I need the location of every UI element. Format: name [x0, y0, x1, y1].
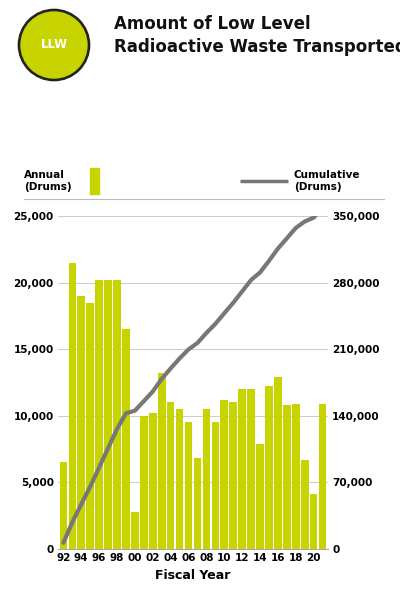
Bar: [86, 302, 94, 549]
Bar: [167, 403, 174, 549]
Bar: [131, 512, 139, 549]
Bar: [292, 404, 300, 549]
Text: Annual
(Drums): Annual (Drums): [24, 170, 72, 192]
Bar: [185, 422, 192, 549]
Bar: [256, 444, 264, 549]
Bar: [158, 373, 166, 549]
Text: Cumulative
(Drums): Cumulative (Drums): [294, 170, 360, 192]
Bar: [230, 403, 237, 549]
Bar: [68, 263, 76, 549]
Bar: [283, 405, 291, 549]
Bar: [95, 280, 103, 549]
Bar: [238, 389, 246, 549]
Bar: [274, 377, 282, 549]
Bar: [176, 409, 183, 549]
Bar: [140, 416, 148, 549]
Bar: [203, 409, 210, 549]
Bar: [265, 386, 273, 549]
Bar: [247, 389, 255, 549]
Bar: [301, 460, 308, 549]
Text: LLW: LLW: [40, 38, 68, 52]
Bar: [212, 422, 219, 549]
Bar: [310, 494, 318, 549]
Bar: [78, 296, 85, 549]
Bar: [60, 463, 67, 549]
Bar: [194, 458, 201, 549]
Bar: [149, 413, 156, 549]
Bar: [104, 280, 112, 549]
Text: Amount of Low Level
Radioactive Waste Transported: Amount of Low Level Radioactive Waste Tr…: [114, 15, 400, 56]
Bar: [319, 404, 326, 549]
Bar: [220, 400, 228, 549]
Bar: [122, 329, 130, 549]
Bar: [113, 280, 121, 549]
X-axis label: Fiscal Year: Fiscal Year: [155, 569, 231, 582]
